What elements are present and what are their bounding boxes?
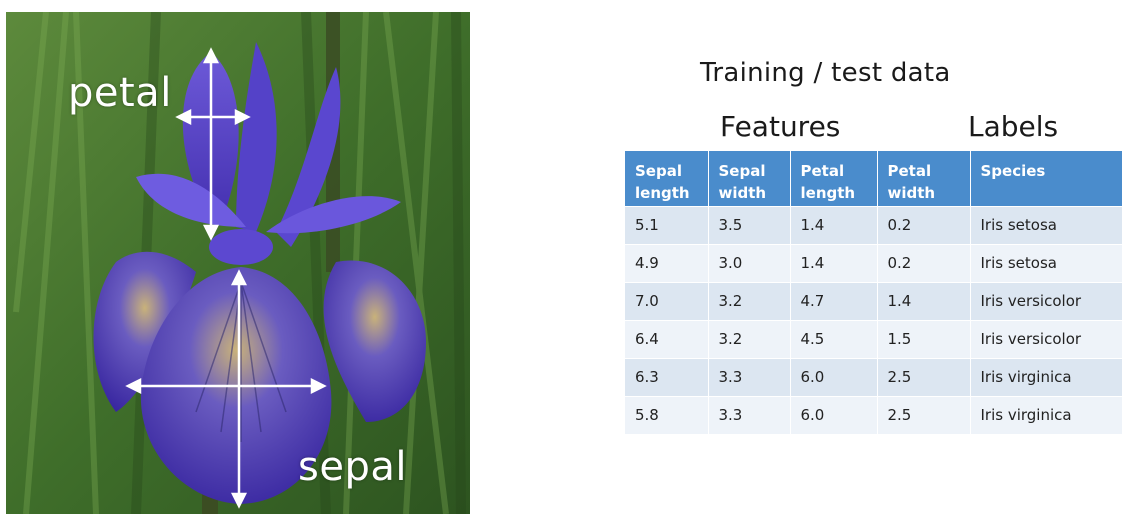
cell-species: Iris versicolor [970,320,1122,359]
cell-species: Iris virginica [970,396,1122,435]
cell-sepal-width: 3.2 [708,282,791,321]
cell-petal-width: 1.5 [877,320,971,359]
cell-petal-width: 1.4 [877,282,971,321]
table-row: 6.3 3.3 6.0 2.5 Iris virginica [625,358,1122,397]
cell-petal-length: 1.4 [790,206,878,245]
cell-petal-width: 2.5 [877,358,971,397]
cell-sepal-width: 3.0 [708,244,791,283]
table-row: 6.4 3.2 4.5 1.5 Iris versicolor [625,320,1122,359]
cell-species: Iris setosa [970,244,1122,283]
cell-sepal-length: 4.9 [625,244,709,283]
cell-petal-length: 4.7 [790,282,878,321]
cell-sepal-width: 3.3 [708,396,791,435]
table-row: 7.0 3.2 4.7 1.4 Iris versicolor [625,282,1122,321]
cell-species: Iris virginica [970,358,1122,397]
table-row: 5.1 3.5 1.4 0.2 Iris setosa [625,206,1122,245]
cell-petal-length: 6.0 [790,396,878,435]
cell-petal-width: 2.5 [877,396,971,435]
cell-sepal-width: 3.5 [708,206,791,245]
cell-sepal-length: 7.0 [625,282,709,321]
cell-species: Iris setosa [970,206,1122,245]
sepal-label: sepal [298,444,407,490]
cell-sepal-width: 3.3 [708,358,791,397]
labels-heading: Labels [968,110,1059,143]
cell-sepal-length: 5.1 [625,206,709,245]
cell-petal-length: 4.5 [790,320,878,359]
column-header-petal-length: Petal length [790,151,878,207]
cell-sepal-length: 5.8 [625,396,709,435]
table-title: Training / test data [700,58,951,88]
table-row: 5.8 3.3 6.0 2.5 Iris virginica [625,396,1122,435]
column-header-sepal-length: Sepal length [625,151,709,207]
iris-data-table: Sepal length Sepal width Petal length Pe… [625,151,1122,435]
column-header-petal-width: Petal width [877,151,971,207]
iris-flower-photo: petal sepal [6,12,470,514]
cell-sepal-length: 6.3 [625,358,709,397]
cell-petal-width: 0.2 [877,244,971,283]
column-header-species: Species [970,151,1122,207]
column-header-sepal-width: Sepal width [708,151,791,207]
petal-label: petal [68,70,172,116]
cell-petal-width: 0.2 [877,206,971,245]
table-row: 4.9 3.0 1.4 0.2 Iris setosa [625,244,1122,283]
cell-sepal-length: 6.4 [625,320,709,359]
table-header-row: Sepal length Sepal width Petal length Pe… [625,151,1122,207]
cell-sepal-width: 3.2 [708,320,791,359]
features-heading: Features [720,110,841,143]
cell-species: Iris versicolor [970,282,1122,321]
cell-petal-length: 6.0 [790,358,878,397]
cell-petal-length: 1.4 [790,244,878,283]
